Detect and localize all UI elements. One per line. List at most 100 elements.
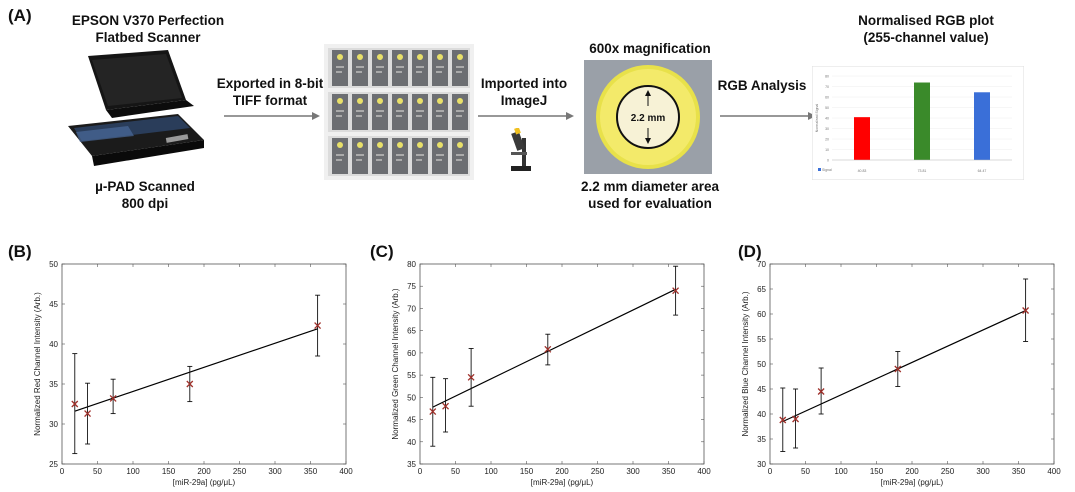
- pad-spot: [357, 142, 363, 148]
- pad-spot: [397, 98, 403, 104]
- blue-channel-chart: 0 50 100 150 200 250 300 350 400 30 35 40 45 50 55 60 65…: [741, 260, 1061, 487]
- y-tick-label: 40: [407, 438, 416, 447]
- arrow1-line1: Exported in 8-bit: [216, 76, 324, 91]
- panel-c-label: (C): [370, 242, 394, 261]
- pad-strip-rows: [328, 48, 470, 176]
- pad-spot: [337, 54, 343, 60]
- y-axis-label: Normalized Blue Channel Intensity (Arb.): [741, 291, 750, 436]
- x-tick-label: 400: [339, 467, 353, 476]
- x-tick-label: 350: [1012, 467, 1026, 476]
- arrow2-line1: Imported into: [480, 76, 568, 91]
- fit-line: [74, 328, 318, 412]
- scanner-title-line1: EPSON V370 Perfection: [71, 13, 225, 28]
- fit-line: [782, 309, 1026, 423]
- pad-spot: [437, 98, 443, 104]
- pad-spot: [377, 98, 383, 104]
- y-axis-label: Normalized Green Channel Intensity (Arb.…: [391, 288, 400, 440]
- pad-strip-text: [436, 154, 444, 156]
- y-tick-label: 35: [49, 380, 58, 389]
- rgb-table-value: 64.47: [978, 169, 987, 173]
- data-point: [817, 388, 825, 395]
- pad-spot: [337, 98, 343, 104]
- y-tick-label: 65: [407, 327, 416, 336]
- x-axis-label: [miR-29a] (pg/μL): [173, 478, 236, 487]
- pad-strip-text: [456, 71, 462, 73]
- y-tick-label: 45: [407, 416, 416, 425]
- rgb-tick-label: 80: [825, 75, 829, 79]
- pad-strip-text: [356, 71, 362, 73]
- arrow1-line2: TIFF format: [232, 93, 308, 108]
- x-tick-label: 200: [555, 467, 569, 476]
- x-tick-label: 400: [697, 467, 711, 476]
- pad-strip-text: [376, 110, 384, 112]
- x-tick-label: 50: [93, 467, 102, 476]
- y-axis-label: Normalized Red Channel Intensity (Arb.): [33, 292, 42, 436]
- panel-d-label: (D): [738, 242, 762, 261]
- data-point: [779, 416, 787, 424]
- y-tick-label: 25: [49, 460, 58, 469]
- data-point: [442, 402, 450, 410]
- pad-strip-text: [416, 71, 422, 73]
- pad-spot: [377, 54, 383, 60]
- magnification-caption-line1: 2.2 mm diameter area: [580, 179, 720, 194]
- y-tick-label: 35: [407, 460, 416, 469]
- pad-spot: [457, 98, 463, 104]
- pad-strip-text: [336, 66, 344, 68]
- rgb-legend-label: Signal: [822, 168, 832, 172]
- x-tick-label: 50: [801, 467, 810, 476]
- y-tick-label: 40: [49, 340, 58, 349]
- data-point: [672, 287, 680, 295]
- x-tick-label: 300: [626, 467, 640, 476]
- x-tick-label: 50: [451, 467, 460, 476]
- pad-sheet-image: [324, 44, 474, 180]
- plot-frame: [769, 263, 1055, 465]
- rgb-tick-label: 60: [825, 96, 829, 100]
- rgb-bar: [854, 117, 870, 160]
- rgb-tick-label: 20: [825, 138, 829, 142]
- x-tick-label: 250: [941, 467, 955, 476]
- y-tick-label: 45: [49, 300, 58, 309]
- x-tick-label: 100: [126, 467, 140, 476]
- rgb-bar-plot: 0 10 20 30 40 50 60 70 80 Normalised Signal 40.83 7…: [812, 66, 1024, 180]
- data-point: [84, 410, 92, 418]
- pad-strip-text: [356, 154, 364, 156]
- pad-strip-text: [456, 159, 462, 161]
- x-tick-label: 150: [870, 467, 884, 476]
- rgb-tick-label: 50: [825, 106, 829, 110]
- pad-spot: [417, 54, 423, 60]
- pad-spot: [337, 142, 343, 148]
- pad-strip-text: [456, 154, 464, 156]
- y-tick-label: 60: [757, 310, 766, 319]
- x-tick-label: 200: [905, 467, 919, 476]
- rgb-bar: [974, 92, 990, 160]
- arrow3: [720, 112, 816, 120]
- circle-diameter-label: 2.2 mm: [631, 113, 666, 124]
- pad-spot: [357, 98, 363, 104]
- pad-spot: [437, 54, 443, 60]
- pad-strip-text: [456, 110, 464, 112]
- plot-frame: [61, 263, 347, 465]
- y-tick-label: 40: [757, 410, 766, 419]
- magnified-spot-image: 2.2 mm: [584, 60, 712, 174]
- arrow1-label: Exported in 8-bit TIFF format: [210, 75, 330, 109]
- scanner-title: EPSON V370 Perfection Flatbed Scanner: [58, 12, 238, 46]
- pad-strip-text: [356, 110, 364, 112]
- data-point: [314, 322, 322, 330]
- scanner-image: [68, 50, 204, 166]
- pad-strip-text: [376, 71, 382, 73]
- arrow2: [478, 112, 574, 120]
- pad-strip-text: [396, 110, 404, 112]
- y-tick-label: 30: [757, 460, 766, 469]
- x-tick-label: 150: [520, 467, 534, 476]
- pad-spot: [437, 142, 443, 148]
- y-tick-label: 50: [757, 360, 766, 369]
- scanner-caption: µ-PAD Scanned 800 dpi: [60, 178, 230, 212]
- x-tick-label: 400: [1047, 467, 1061, 476]
- pad-spot: [357, 54, 363, 60]
- data-point: [894, 365, 902, 373]
- x-tick-label: 150: [162, 467, 176, 476]
- y-tick-label: 60: [407, 349, 416, 358]
- rgb-plot-title: Normalised RGB plot (255-channel value): [836, 12, 1016, 46]
- y-tick-label: 45: [757, 385, 766, 394]
- rgb-legend-swatch: [818, 168, 821, 171]
